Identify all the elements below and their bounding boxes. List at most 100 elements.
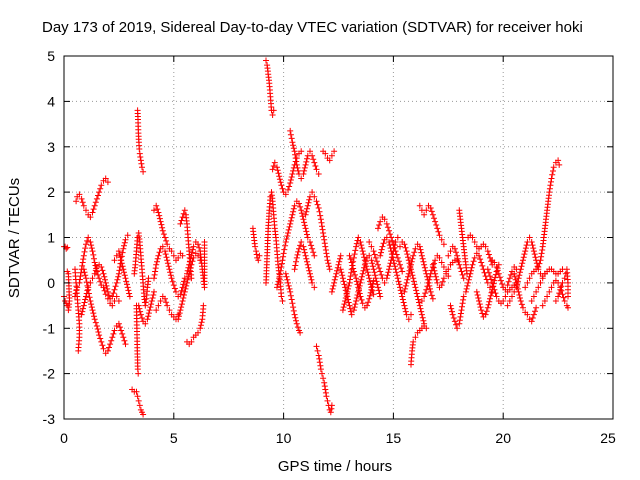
data-point — [121, 239, 128, 246]
data-point — [506, 275, 513, 282]
data-point — [490, 283, 497, 290]
data-point — [296, 200, 302, 207]
data-point — [447, 302, 454, 309]
data-point — [299, 213, 306, 220]
data-point — [395, 278, 402, 285]
data-point — [402, 282, 409, 289]
data-point — [407, 264, 414, 271]
data-point — [166, 307, 173, 314]
data-point — [90, 206, 97, 213]
data-point — [353, 243, 360, 250]
data-point — [347, 276, 353, 283]
data-point — [306, 196, 313, 203]
data-point — [186, 258, 193, 265]
data-point — [184, 279, 190, 286]
data-point — [103, 282, 110, 289]
y-tick-label: 4 — [47, 93, 55, 109]
data-point — [365, 299, 372, 306]
data-point — [308, 242, 315, 249]
x-tick-label: 0 — [60, 430, 68, 446]
data-point — [87, 214, 94, 221]
data-point — [170, 252, 177, 259]
data-point — [185, 264, 192, 271]
data-point — [97, 185, 104, 192]
data-point — [485, 269, 492, 276]
data-point — [294, 324, 301, 331]
data-point — [405, 273, 411, 280]
data-point — [365, 272, 372, 279]
data-point — [80, 252, 87, 259]
data-point — [189, 249, 196, 256]
data-point — [84, 282, 91, 289]
data-point — [76, 191, 83, 198]
data-point — [549, 171, 556, 178]
data-point — [421, 211, 428, 218]
data-point — [90, 251, 97, 258]
data-point — [293, 158, 300, 165]
data-point — [424, 283, 431, 290]
data-point — [358, 242, 365, 249]
data-point — [418, 311, 425, 318]
data-point — [76, 276, 83, 283]
data-point — [297, 329, 304, 336]
data-point — [430, 264, 437, 271]
data-point — [358, 273, 365, 280]
data-point — [428, 292, 435, 299]
data-point — [279, 298, 286, 304]
data-point — [336, 258, 343, 265]
data-point — [181, 292, 187, 298]
data-point — [334, 267, 340, 274]
data-point — [188, 252, 195, 259]
data-point — [476, 301, 483, 308]
data-point — [408, 261, 414, 268]
data-point — [304, 234, 311, 241]
data-point — [509, 293, 515, 300]
data-point — [402, 308, 409, 315]
data-point — [561, 298, 568, 304]
data-point — [313, 343, 320, 350]
data-point — [448, 305, 455, 312]
data-point — [323, 393, 330, 400]
data-point — [526, 275, 533, 282]
data-point — [329, 285, 336, 292]
data-point — [116, 251, 123, 258]
data-point — [85, 234, 92, 241]
data-point — [263, 57, 269, 64]
data-point — [438, 259, 445, 266]
data-point — [507, 271, 514, 278]
data-point — [378, 249, 384, 256]
data-point — [293, 161, 300, 168]
data-point — [170, 282, 177, 289]
data-point — [164, 302, 171, 309]
data-point — [358, 276, 365, 283]
data-point — [451, 245, 458, 252]
x-tick-label: 10 — [276, 430, 292, 446]
data-point — [125, 287, 132, 294]
data-point — [320, 375, 327, 382]
data-point — [347, 256, 354, 263]
data-point — [120, 245, 127, 252]
data-point — [418, 252, 425, 259]
data-point — [434, 225, 441, 232]
data-point — [96, 189, 103, 196]
data-point — [386, 266, 392, 273]
data-point — [366, 295, 373, 302]
data-point — [298, 148, 305, 155]
data-point — [181, 207, 188, 214]
data-point — [301, 222, 308, 229]
data-point — [154, 255, 161, 262]
y-tick-label: 2 — [47, 184, 55, 200]
data-point — [81, 248, 88, 255]
data-point — [114, 276, 121, 283]
data-point — [87, 298, 94, 304]
data-point — [140, 411, 147, 418]
data-point — [344, 288, 351, 295]
data-point — [373, 278, 380, 285]
data-point — [282, 242, 289, 249]
data-point — [496, 274, 503, 281]
data-point — [469, 261, 476, 268]
data-point — [368, 257, 375, 264]
data-point — [155, 209, 162, 216]
data-point — [411, 281, 418, 288]
data-point — [422, 267, 429, 274]
